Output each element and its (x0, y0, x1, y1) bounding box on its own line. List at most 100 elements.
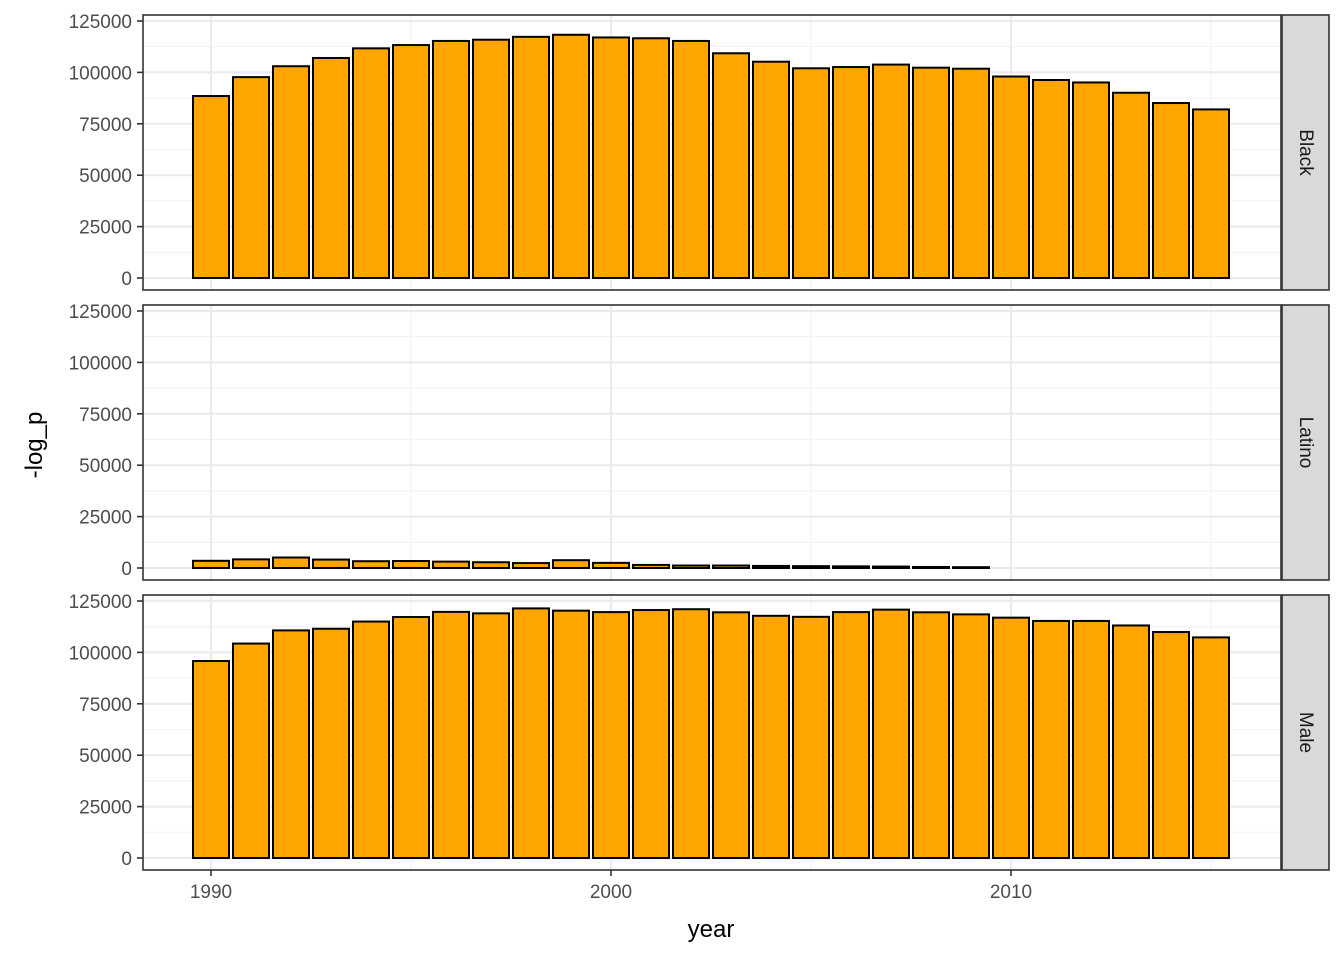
bar-latino-1994 (352, 560, 390, 570)
bar-black-1995 (392, 44, 430, 279)
bar-latino-1998 (512, 562, 550, 570)
bar-black-1991 (232, 76, 270, 279)
y-tick-label: 0 (121, 849, 132, 870)
bar-black-2009 (952, 67, 990, 279)
bar-male-1999 (552, 609, 590, 860)
bar-black-1999 (552, 33, 590, 279)
bar-latino-1991 (232, 558, 270, 570)
bar-black-2008 (912, 66, 950, 279)
bar-male-1996 (432, 610, 470, 859)
x-axis-label: year (688, 916, 735, 943)
bar-black-1992 (272, 65, 310, 280)
facet-strip (1281, 594, 1330, 871)
bar-black-2010 (992, 75, 1030, 280)
y-tick-label: 75000 (79, 405, 132, 426)
bar-male-1994 (352, 620, 390, 859)
facet-strip (1281, 14, 1330, 291)
bar-male-1997 (472, 612, 510, 859)
bar-latino-2004 (752, 564, 790, 569)
bar-black-2007 (872, 63, 910, 279)
facet-strip-label: Male (1295, 712, 1316, 753)
bar-male-2007 (872, 608, 910, 859)
panel-border (142, 304, 1282, 581)
bar-black-2001 (632, 37, 670, 279)
bar-latino-2000 (592, 561, 630, 569)
panel-border (142, 14, 1282, 291)
panel-male: 0 25000 50000 75000 100000 125000 Male (69, 592, 1330, 871)
bar-male-2002 (672, 608, 710, 859)
y-tick-label: 0 (121, 269, 132, 290)
x-tick-label: 2000 (590, 882, 632, 903)
bar-male-2008 (912, 611, 950, 859)
bar-male-2004 (752, 614, 790, 860)
bar-latino-2005 (792, 565, 830, 569)
y-tick-label: 100000 (69, 63, 132, 84)
bar-latino-1992 (272, 556, 310, 570)
y-tick-label: 50000 (79, 456, 132, 477)
y-tick-label: 125000 (69, 592, 132, 613)
panel-latino: 0 25000 50000 75000 100000 125000 Latino (69, 302, 1330, 581)
y-tick-label: 75000 (79, 695, 132, 716)
bar-black-2003 (712, 52, 750, 279)
bar-male-1998 (512, 607, 550, 860)
bar-black-1998 (512, 35, 550, 279)
bar-male-2001 (632, 609, 670, 859)
y-tick-label: 100000 (69, 643, 132, 664)
bar-male-1990 (192, 660, 230, 860)
y-tick-label: 50000 (79, 166, 132, 187)
bar-black-2000 (592, 36, 630, 279)
bar-black-1994 (352, 47, 390, 279)
bar-latino-2009 (952, 566, 990, 570)
bar-latino-1993 (312, 558, 350, 569)
bar-black-1996 (432, 39, 470, 279)
bar-male-2010 (992, 616, 1030, 860)
bar-male-2015 (1192, 636, 1230, 859)
bar-black-1997 (472, 38, 510, 280)
bar-latino-2003 (712, 564, 750, 569)
bar-latino-1995 (392, 560, 430, 569)
bar-black-2013 (1112, 91, 1150, 280)
bar-male-2013 (1112, 624, 1150, 859)
bar-male-2006 (832, 611, 870, 860)
y-tick-label: 0 (121, 559, 132, 580)
y-tick-label: 75000 (79, 115, 132, 136)
bar-black-2002 (672, 39, 710, 279)
bar-black-2015 (1192, 108, 1230, 279)
bar-black-1990 (192, 95, 230, 279)
bar-latino-1997 (472, 561, 510, 570)
facet-strip (1281, 304, 1330, 581)
bar-male-1993 (312, 627, 350, 859)
bar-male-2005 (792, 615, 830, 859)
bar-black-2004 (752, 60, 790, 279)
bar-male-2012 (1072, 619, 1110, 859)
bar-black-2005 (792, 67, 830, 280)
y-axis-label: -log_p (21, 412, 48, 479)
bar-black-2006 (832, 66, 870, 279)
bar-male-1995 (392, 616, 430, 859)
x-tick-label: 2010 (990, 882, 1032, 903)
bar-male-2009 (952, 613, 990, 860)
bar-male-2014 (1152, 631, 1190, 859)
bar-black-1993 (312, 57, 350, 280)
bar-male-2000 (592, 611, 630, 860)
panel-border (142, 594, 1282, 871)
x-tick-label: 1990 (190, 882, 232, 903)
facet-strip-label: Black (1295, 129, 1316, 176)
bar-latino-2002 (672, 564, 710, 569)
x-axis: 1990 2000 2010 (190, 870, 1032, 903)
bar-latino-2007 (872, 565, 910, 569)
y-tick-label: 25000 (79, 508, 132, 529)
facet-strip-label: Latino (1295, 417, 1316, 469)
bar-male-1991 (232, 642, 270, 859)
y-tick-label: 100000 (69, 353, 132, 374)
bar-latino-2006 (832, 565, 870, 570)
y-tick-label: 25000 (79, 798, 132, 819)
panel-black: 0 25000 50000 75000 100000 125000 Black (69, 12, 1330, 291)
bar-latino-1990 (192, 559, 230, 570)
y-tick-label: 50000 (79, 746, 132, 767)
bar-male-2011 (1032, 619, 1070, 859)
bar-latino-1996 (432, 560, 470, 570)
bar-male-2003 (712, 611, 750, 859)
bar-male-1992 (272, 629, 310, 860)
